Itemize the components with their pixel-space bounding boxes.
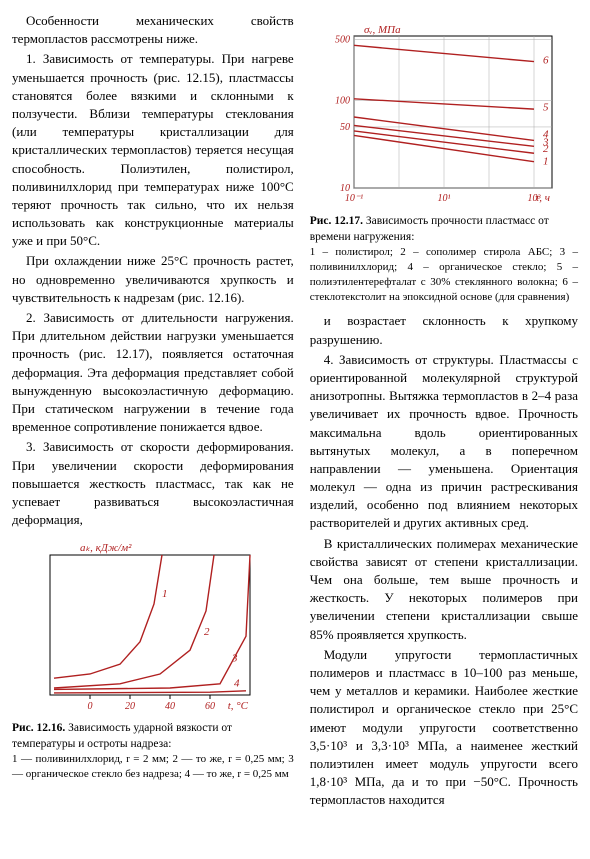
figure-12-17: 105010050010⁻¹10¹10³σᵥ, МПаτ, ч123456 Ри… — [310, 20, 578, 304]
para-right-4: Модули упругости термопластичных полимер… — [310, 646, 578, 810]
svg-text:σᵥ, МПа: σᵥ, МПа — [364, 24, 401, 36]
svg-text:10⁻¹: 10⁻¹ — [345, 193, 363, 204]
para-left-3: При охлаждении ниже 25°C прочность расте… — [12, 252, 294, 307]
svg-text:60: 60 — [205, 701, 215, 712]
para-left-5: 3. Зависимость от скорости деформировани… — [12, 438, 294, 529]
svg-text:t, °C: t, °C — [228, 700, 249, 712]
chart-12-16-svg: 0 20 40 60 aₖ, кДж/м² t, °C 1 2 3 4 — [12, 537, 262, 717]
svg-text:100: 100 — [335, 96, 350, 107]
svg-text:50: 50 — [340, 122, 350, 133]
left-column: Особенности механических свойств термопл… — [12, 12, 294, 811]
para-right-1: и возрастает склонность к хрупкому разру… — [310, 312, 578, 348]
svg-text:1: 1 — [162, 588, 168, 600]
svg-text:0: 0 — [88, 701, 93, 712]
svg-text:6: 6 — [543, 54, 549, 66]
svg-text:4: 4 — [234, 678, 240, 690]
svg-text:3: 3 — [231, 653, 238, 665]
svg-text:10¹: 10¹ — [437, 193, 450, 204]
svg-text:20: 20 — [125, 701, 135, 712]
svg-text:40: 40 — [165, 701, 175, 712]
svg-text:aₖ, кДж/м²: aₖ, кДж/м² — [80, 542, 132, 554]
figure-12-17-legend: 1 – полистирол; 2 – сополимер стирола АБ… — [310, 245, 578, 304]
right-column: 105010050010⁻¹10¹10³σᵥ, МПаτ, ч123456 Ри… — [310, 12, 578, 811]
svg-text:τ, ч: τ, ч — [535, 192, 550, 204]
svg-text:500: 500 — [335, 35, 350, 46]
svg-text:5: 5 — [543, 101, 549, 113]
figure-12-16: 0 20 40 60 aₖ, кДж/м² t, °C 1 2 3 4 Рис. 12.16. З… — [12, 537, 294, 782]
figure-12-16-legend: 1 — поливинилхлорид, r = 2 мм; 2 — то же… — [12, 752, 294, 782]
svg-text:2: 2 — [204, 626, 210, 638]
para-left-1: Особенности механических свойств термопл… — [12, 12, 294, 48]
para-left-4: 2. Зависимость от длительности нагружени… — [12, 309, 294, 436]
figure-12-16-number: Рис. 12.16. — [12, 722, 65, 734]
para-right-3: В кристаллических полимерах механические… — [310, 535, 578, 644]
figure-12-17-caption: Рис. 12.17. Зависимость прочности пластм… — [310, 214, 578, 245]
figure-12-16-caption: Рис. 12.16. Зависимость ударной вязкости… — [12, 721, 294, 752]
figure-12-17-number: Рис. 12.17. — [310, 215, 363, 227]
para-left-2: 1. Зависимость от температуры. При нагре… — [12, 50, 294, 250]
svg-text:1: 1 — [543, 156, 549, 168]
svg-text:4: 4 — [543, 128, 549, 140]
page-columns: Особенности механических свойств термопл… — [12, 12, 578, 811]
chart-12-17-svg: 105010050010⁻¹10¹10³σᵥ, МПаτ, ч123456 — [310, 20, 570, 210]
para-right-2: 4. Зависимость от структуры. Пластмассы … — [310, 351, 578, 533]
